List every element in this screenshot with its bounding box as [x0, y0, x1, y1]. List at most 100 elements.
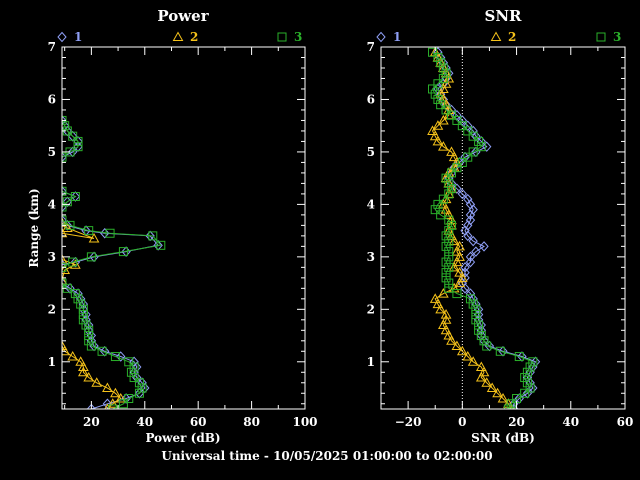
- snr-series-3-point: [468, 131, 478, 141]
- power-series-3-point: [68, 257, 78, 267]
- snr-series-3-point: [433, 199, 443, 209]
- snr-series-3-point: [436, 100, 446, 110]
- snr-series-3-point: [471, 304, 481, 314]
- power-series-3-point: [84, 226, 94, 236]
- snr-series-2-point: [440, 99, 452, 109]
- snr-series-3-point: [522, 367, 532, 377]
- power-series-3-point: [124, 357, 134, 367]
- snr-series-2-point: [454, 277, 465, 288]
- snr-ytick-label: 5: [367, 145, 375, 159]
- snr-series-3-point: [482, 341, 492, 351]
- power-series-1-point: [102, 398, 113, 409]
- power-series-2-point: [62, 253, 68, 264]
- power-axes-frame: [61, 46, 306, 410]
- snr-series-1-point: [468, 235, 478, 247]
- power-series-3-point: [70, 289, 80, 299]
- snr-series-1-point: [457, 188, 468, 200]
- snr-xlabel: SNR (dB): [471, 431, 535, 445]
- snr-title: SNR: [484, 7, 522, 25]
- snr-series-1-point: [457, 115, 468, 126]
- snr-series-3-point: [463, 126, 473, 136]
- snr-series-3-point: [430, 205, 440, 215]
- snr-series-2-point: [448, 151, 460, 162]
- power-series-3-point: [78, 304, 88, 314]
- snr-series-2-point: [475, 361, 487, 372]
- snr-series-3-point: [452, 289, 462, 299]
- power-series-3-point: [73, 294, 83, 304]
- snr-series-3-point: [444, 215, 454, 225]
- power-series-2-point: [78, 366, 89, 377]
- snr-series-3-point: [438, 73, 448, 83]
- power-series-3-point: [62, 202, 67, 212]
- snr-ytick-label: 7: [367, 40, 375, 54]
- snr-series-1-point: [452, 109, 462, 121]
- power-series-3-point: [110, 352, 120, 362]
- snr-series-2-point: [462, 351, 474, 361]
- snr-series-1-point: [479, 241, 489, 252]
- snr-series-3-point: [520, 388, 530, 398]
- power-series-2-point: [62, 217, 68, 227]
- power-series-3-point: [84, 331, 94, 341]
- power-series-3-point: [86, 341, 96, 351]
- snr-series-2-point: [432, 298, 444, 309]
- snr-series-3-point: [476, 142, 486, 152]
- snr-series-1-point: [482, 141, 492, 152]
- snr-series-3-point: [441, 257, 451, 267]
- snr-series-3-point: [465, 294, 475, 304]
- snr-series-2-point: [438, 114, 449, 125]
- power-series-2-point: [69, 259, 81, 269]
- snr-series-2-point: [467, 356, 479, 366]
- power-ytick-label: 3: [48, 250, 56, 264]
- power-series-1-point: [62, 186, 67, 197]
- snr-series-3-point: [433, 52, 443, 62]
- snr-series-3-point: [479, 336, 489, 346]
- power-series-2-point: [75, 356, 87, 366]
- snr-series-2-point: [448, 235, 460, 246]
- snr-ytick-label: 6: [367, 92, 375, 106]
- snr-series-2-point: [432, 135, 444, 146]
- power-xtick-label: 60: [190, 415, 207, 429]
- snr-series-3-point: [441, 105, 451, 115]
- power-legend-label-3: 3: [294, 30, 302, 44]
- snr-series-1-point: [452, 183, 462, 194]
- snr-xtick-label: 0: [458, 415, 466, 429]
- snr-legend-triangle-icon: [490, 31, 502, 41]
- snr-series-3-point: [476, 331, 486, 341]
- snr-xtick-label: −20: [395, 415, 422, 429]
- power-series-3-point: [148, 231, 158, 241]
- snr-series-1-point: [468, 125, 478, 137]
- snr-legend-label-2: 2: [508, 30, 516, 44]
- snr-series-2-point: [435, 303, 446, 314]
- snr-series-3-point: [428, 47, 438, 57]
- snr-series-3-point: [444, 189, 454, 199]
- snr-series-2-point: [456, 272, 468, 282]
- snr-ytick-label: 1: [367, 355, 375, 369]
- snr-series-2-point: [451, 246, 463, 256]
- snr-series-1-point: [471, 246, 481, 257]
- snr-series-3-point: [444, 262, 454, 272]
- snr-series-2-point: [443, 330, 455, 340]
- snr-series-2-point: [454, 240, 465, 251]
- snr-series-3-point: [430, 89, 440, 99]
- power-series-3-point: [84, 325, 94, 335]
- power-series-3-point: [73, 136, 83, 146]
- snr-series-2-point: [478, 366, 490, 377]
- power-series-1-point: [86, 403, 97, 409]
- power-series-2-point: [67, 351, 79, 361]
- snr-series-3-point: [441, 241, 451, 251]
- power-series-1-point: [62, 115, 67, 126]
- power-legend-label-2: 2: [190, 30, 198, 44]
- power-series-1-point: [129, 356, 139, 368]
- power-series-2-point: [110, 387, 121, 398]
- power-ytick-label: 5: [48, 145, 56, 159]
- snr-series-3-point: [457, 157, 467, 167]
- snr-series-2-point: [432, 120, 444, 130]
- power-series-3-point: [76, 299, 86, 309]
- snr-series-2-point: [454, 251, 465, 261]
- snr-series-3-point: [471, 310, 481, 320]
- snr-series-3-point: [444, 178, 454, 188]
- power-series-2-point: [62, 274, 68, 285]
- power-series-3-point: [118, 399, 128, 409]
- power-series-3-point: [62, 121, 70, 131]
- snr-legend-label-3: 3: [613, 30, 621, 44]
